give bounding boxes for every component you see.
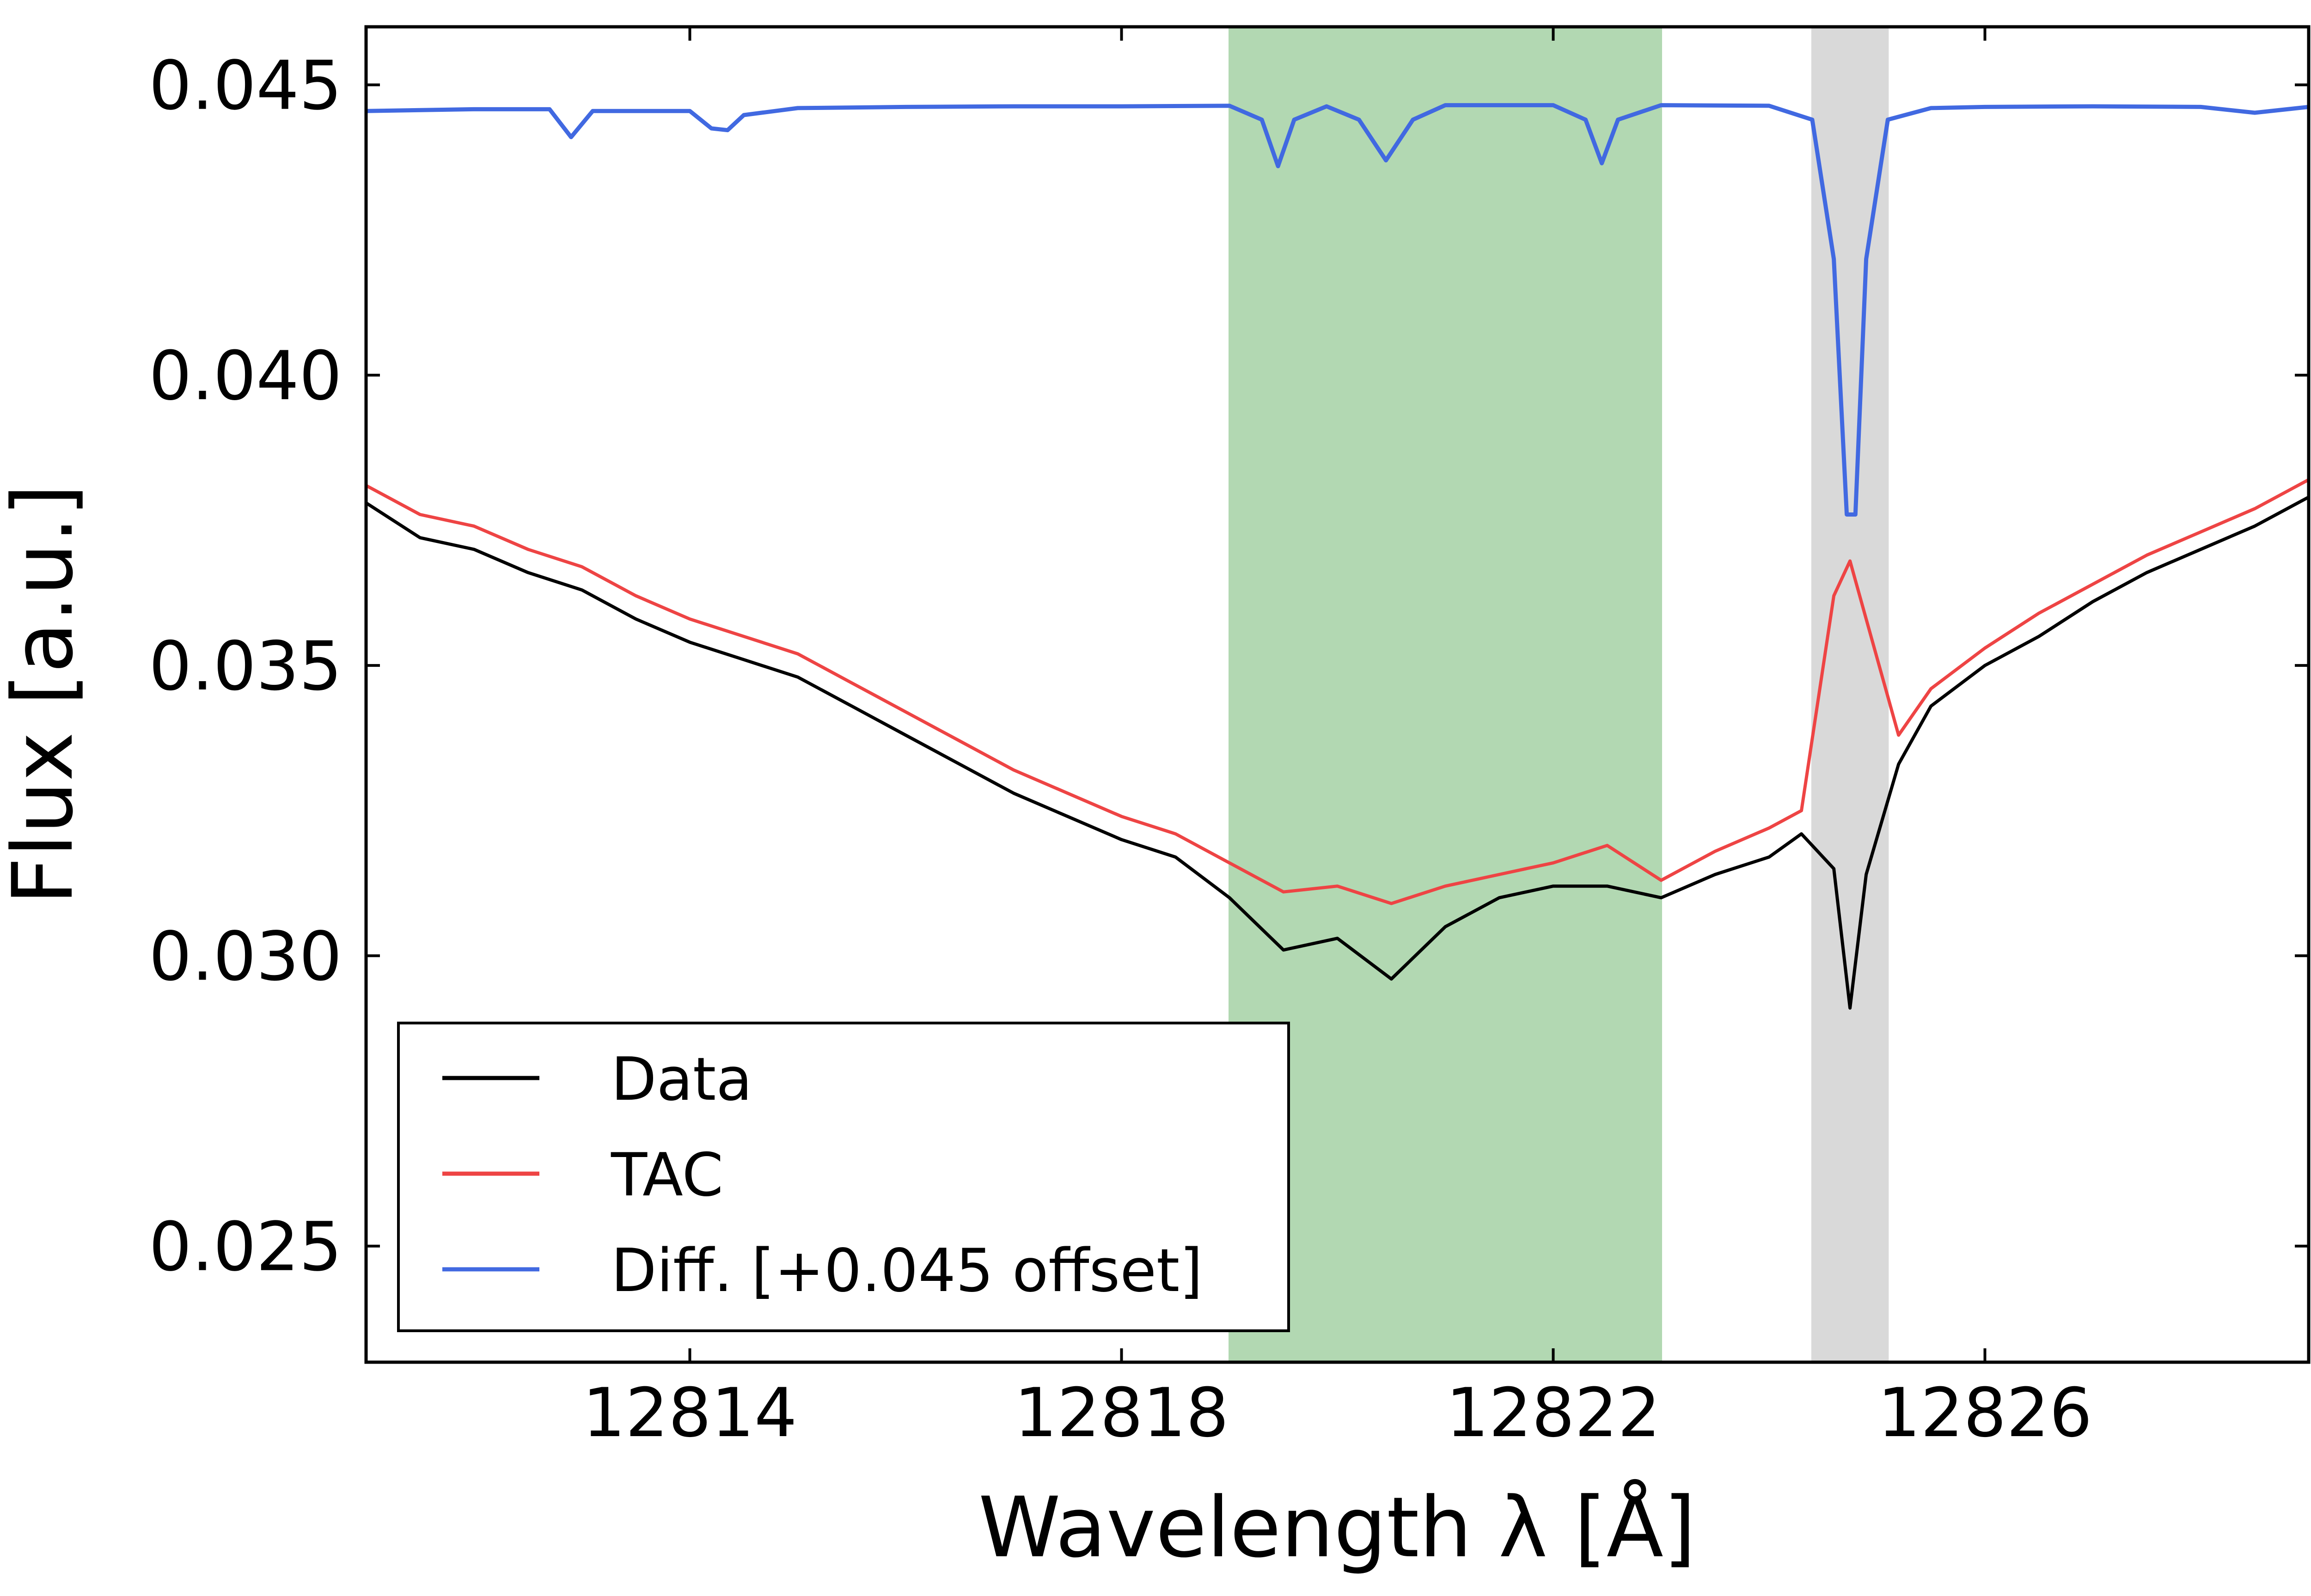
plot-frame xyxy=(364,25,2311,1364)
x-tick-label: 12818 xyxy=(1014,1374,1229,1452)
legend-box xyxy=(397,1022,1290,1332)
legend-label-diff: Diff. [+0.045 offset] xyxy=(611,1237,1203,1305)
series-line-data xyxy=(366,495,2309,1010)
legend: Data TAC Diff. [+0.045 offset] xyxy=(397,1022,1290,1332)
x-axis-label: Wavelength λ [Å] xyxy=(978,1479,1696,1576)
shaded-regions xyxy=(1229,27,1889,1362)
y-tick-labels: 0.025 0.030 0.035 0.040 0.045 xyxy=(149,47,342,1286)
series-layer xyxy=(366,103,2309,1010)
y-tick-label: 0.040 xyxy=(149,337,342,415)
y-tick-label: 0.025 xyxy=(149,1208,342,1286)
y-tick-label: 0.045 xyxy=(149,47,342,125)
axis-ticks xyxy=(366,27,2309,1362)
green-band xyxy=(1229,27,1662,1362)
x-tick-label: 12826 xyxy=(1877,1374,2092,1452)
series-line-tac xyxy=(366,478,2309,905)
y-axis-label: Flux [a.u.] xyxy=(0,484,92,905)
x-tick-label: 12822 xyxy=(1446,1374,1660,1452)
x-tick-label: 12814 xyxy=(582,1374,797,1452)
legend-label-data: Data xyxy=(611,1045,752,1114)
y-tick-label: 0.030 xyxy=(149,917,342,996)
legend-label-tac: TAC xyxy=(611,1141,723,1210)
x-tick-labels: 12814 12818 12822 12826 xyxy=(582,1374,2092,1452)
series-line-diff-0-045-offset xyxy=(366,103,2309,517)
y-tick-label: 0.035 xyxy=(149,627,342,706)
gray-band xyxy=(1811,27,1889,1362)
